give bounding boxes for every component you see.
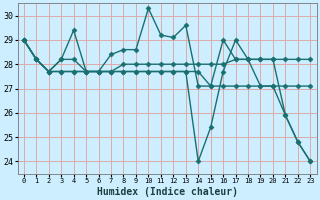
X-axis label: Humidex (Indice chaleur): Humidex (Indice chaleur) <box>97 186 237 197</box>
